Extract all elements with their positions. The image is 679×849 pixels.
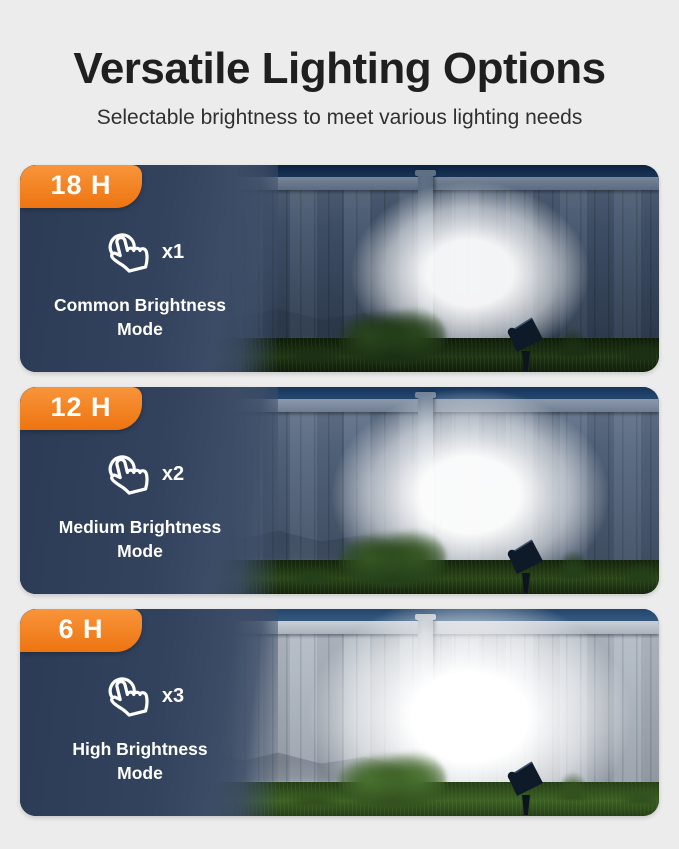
tap-count-label: x3 <box>161 684 185 707</box>
duration-badge: 12 H <box>20 387 142 430</box>
duration-badge: 6 H <box>20 609 142 652</box>
grass-tuft <box>556 550 590 578</box>
page-title: Versatile Lighting Options <box>73 44 606 93</box>
grass-tuft <box>620 562 659 582</box>
solar-spotlight-icon <box>507 539 543 593</box>
grass-tuft <box>620 784 659 804</box>
mode-panel-common: 18 H x1 Common Brightness Mode <box>20 165 659 372</box>
mode-panel-high: 6 H x3 High Brightness Mode <box>20 609 659 816</box>
grass-tuft <box>620 340 659 360</box>
duration-badge: 18 H <box>20 165 142 208</box>
grass-tuft <box>556 328 590 356</box>
mode-label: High Brightness Mode <box>72 739 208 784</box>
duration-label: 12 H <box>50 392 112 422</box>
bush <box>338 746 446 808</box>
bush <box>338 524 446 586</box>
grass-tuft <box>556 772 590 800</box>
duration-label: 6 H <box>58 614 104 644</box>
tap-count-row: x1 <box>20 221 260 283</box>
solar-spotlight-icon <box>507 317 543 371</box>
mode-panel-medium: 12 H x2 Medium Brightness Mode <box>20 387 659 594</box>
spotlight-glow <box>262 609 659 816</box>
tap-count-row: x3 <box>20 665 260 727</box>
tap-count-label: x2 <box>161 462 185 485</box>
grass-tuft <box>288 566 340 584</box>
hand-tap-icon <box>108 454 149 495</box>
header: Versatile Lighting Options Selectable br… <box>0 0 679 165</box>
solar-spotlight-icon <box>507 761 543 815</box>
grass-tuft <box>288 788 340 806</box>
page-subtitle: Selectable brightness to meet various li… <box>96 105 583 129</box>
bush <box>338 302 446 364</box>
hand-tap-icon <box>108 232 149 273</box>
tap-count-label: x1 <box>161 240 185 263</box>
hand-tap-icon <box>108 676 149 717</box>
duration-label: 18 H <box>50 170 112 200</box>
mode-label: Medium Brightness Mode <box>58 517 222 562</box>
tap-count-row: x2 <box>20 443 260 505</box>
grass-tuft <box>288 344 340 362</box>
mode-label: Common Brightness Mode <box>53 295 227 340</box>
